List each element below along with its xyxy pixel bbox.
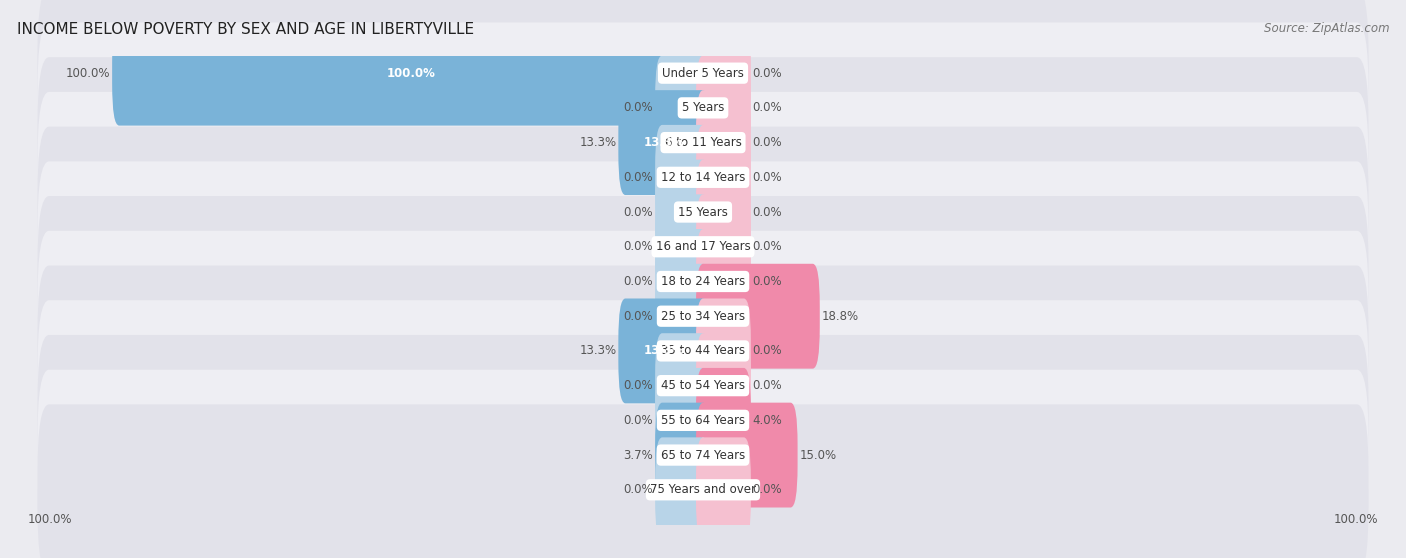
Text: 0.0%: 0.0% bbox=[752, 205, 782, 219]
Text: 100.0%: 100.0% bbox=[387, 66, 436, 80]
Text: 0.0%: 0.0% bbox=[624, 205, 654, 219]
Text: Under 5 Years: Under 5 Years bbox=[662, 66, 744, 80]
FancyBboxPatch shape bbox=[655, 403, 710, 508]
Text: INCOME BELOW POVERTY BY SEX AND AGE IN LIBERTYVILLE: INCOME BELOW POVERTY BY SEX AND AGE IN L… bbox=[17, 22, 474, 37]
Text: 16 and 17 Years: 16 and 17 Years bbox=[655, 240, 751, 253]
FancyBboxPatch shape bbox=[112, 21, 710, 126]
Text: 0.0%: 0.0% bbox=[752, 136, 782, 149]
FancyBboxPatch shape bbox=[38, 266, 1368, 436]
Text: 0.0%: 0.0% bbox=[624, 414, 654, 427]
FancyBboxPatch shape bbox=[696, 333, 751, 438]
Text: 0.0%: 0.0% bbox=[624, 275, 654, 288]
FancyBboxPatch shape bbox=[696, 437, 751, 542]
FancyBboxPatch shape bbox=[696, 55, 751, 160]
FancyBboxPatch shape bbox=[696, 264, 820, 369]
Text: 25 to 34 Years: 25 to 34 Years bbox=[661, 310, 745, 323]
FancyBboxPatch shape bbox=[38, 92, 1368, 263]
Text: 0.0%: 0.0% bbox=[624, 240, 654, 253]
Text: 6 to 11 Years: 6 to 11 Years bbox=[665, 136, 741, 149]
FancyBboxPatch shape bbox=[696, 299, 751, 403]
Text: 3.7%: 3.7% bbox=[624, 449, 654, 461]
FancyBboxPatch shape bbox=[38, 231, 1368, 402]
FancyBboxPatch shape bbox=[696, 229, 751, 334]
FancyBboxPatch shape bbox=[655, 333, 710, 438]
FancyBboxPatch shape bbox=[655, 194, 710, 299]
Text: 0.0%: 0.0% bbox=[752, 171, 782, 184]
FancyBboxPatch shape bbox=[38, 161, 1368, 332]
FancyBboxPatch shape bbox=[38, 405, 1368, 558]
FancyBboxPatch shape bbox=[38, 0, 1368, 158]
FancyBboxPatch shape bbox=[655, 368, 710, 473]
Text: 0.0%: 0.0% bbox=[624, 102, 654, 114]
Text: 18.8%: 18.8% bbox=[821, 310, 859, 323]
Text: 0.0%: 0.0% bbox=[752, 240, 782, 253]
Text: 13.3%: 13.3% bbox=[644, 344, 685, 358]
Text: 12 to 14 Years: 12 to 14 Years bbox=[661, 171, 745, 184]
FancyBboxPatch shape bbox=[38, 300, 1368, 471]
Text: 13.3%: 13.3% bbox=[579, 344, 617, 358]
Text: 45 to 54 Years: 45 to 54 Years bbox=[661, 379, 745, 392]
Text: 75 Years and over: 75 Years and over bbox=[650, 483, 756, 496]
FancyBboxPatch shape bbox=[655, 437, 710, 542]
Text: 0.0%: 0.0% bbox=[752, 66, 782, 80]
FancyBboxPatch shape bbox=[38, 369, 1368, 541]
Text: 0.0%: 0.0% bbox=[752, 483, 782, 496]
Text: 15 Years: 15 Years bbox=[678, 205, 728, 219]
FancyBboxPatch shape bbox=[655, 229, 710, 334]
Text: 13.3%: 13.3% bbox=[579, 136, 617, 149]
FancyBboxPatch shape bbox=[696, 368, 751, 473]
FancyBboxPatch shape bbox=[38, 127, 1368, 297]
FancyBboxPatch shape bbox=[655, 160, 710, 264]
FancyBboxPatch shape bbox=[38, 335, 1368, 506]
Text: 0.0%: 0.0% bbox=[624, 171, 654, 184]
Text: 0.0%: 0.0% bbox=[624, 310, 654, 323]
FancyBboxPatch shape bbox=[38, 57, 1368, 228]
FancyBboxPatch shape bbox=[619, 299, 710, 403]
FancyBboxPatch shape bbox=[696, 403, 797, 508]
Text: 100.0%: 100.0% bbox=[1334, 513, 1378, 526]
Text: 18 to 24 Years: 18 to 24 Years bbox=[661, 275, 745, 288]
Text: 65 to 74 Years: 65 to 74 Years bbox=[661, 449, 745, 461]
Text: 4.0%: 4.0% bbox=[752, 414, 782, 427]
FancyBboxPatch shape bbox=[619, 90, 710, 195]
FancyBboxPatch shape bbox=[696, 160, 751, 264]
FancyBboxPatch shape bbox=[38, 196, 1368, 367]
FancyBboxPatch shape bbox=[655, 125, 710, 230]
FancyBboxPatch shape bbox=[696, 194, 751, 299]
FancyBboxPatch shape bbox=[655, 55, 710, 160]
Text: 35 to 44 Years: 35 to 44 Years bbox=[661, 344, 745, 358]
Text: 55 to 64 Years: 55 to 64 Years bbox=[661, 414, 745, 427]
Text: 0.0%: 0.0% bbox=[752, 275, 782, 288]
FancyBboxPatch shape bbox=[696, 21, 751, 126]
Text: Source: ZipAtlas.com: Source: ZipAtlas.com bbox=[1264, 22, 1389, 35]
FancyBboxPatch shape bbox=[696, 125, 751, 230]
Text: 5 Years: 5 Years bbox=[682, 102, 724, 114]
Text: 15.0%: 15.0% bbox=[800, 449, 837, 461]
Text: 13.3%: 13.3% bbox=[644, 136, 685, 149]
FancyBboxPatch shape bbox=[696, 90, 751, 195]
FancyBboxPatch shape bbox=[38, 22, 1368, 193]
Text: 0.0%: 0.0% bbox=[752, 102, 782, 114]
Text: 0.0%: 0.0% bbox=[624, 379, 654, 392]
Text: 100.0%: 100.0% bbox=[66, 66, 111, 80]
Text: 0.0%: 0.0% bbox=[752, 379, 782, 392]
Text: 0.0%: 0.0% bbox=[624, 483, 654, 496]
Text: 100.0%: 100.0% bbox=[28, 513, 72, 526]
FancyBboxPatch shape bbox=[655, 264, 710, 369]
Text: 0.0%: 0.0% bbox=[752, 344, 782, 358]
